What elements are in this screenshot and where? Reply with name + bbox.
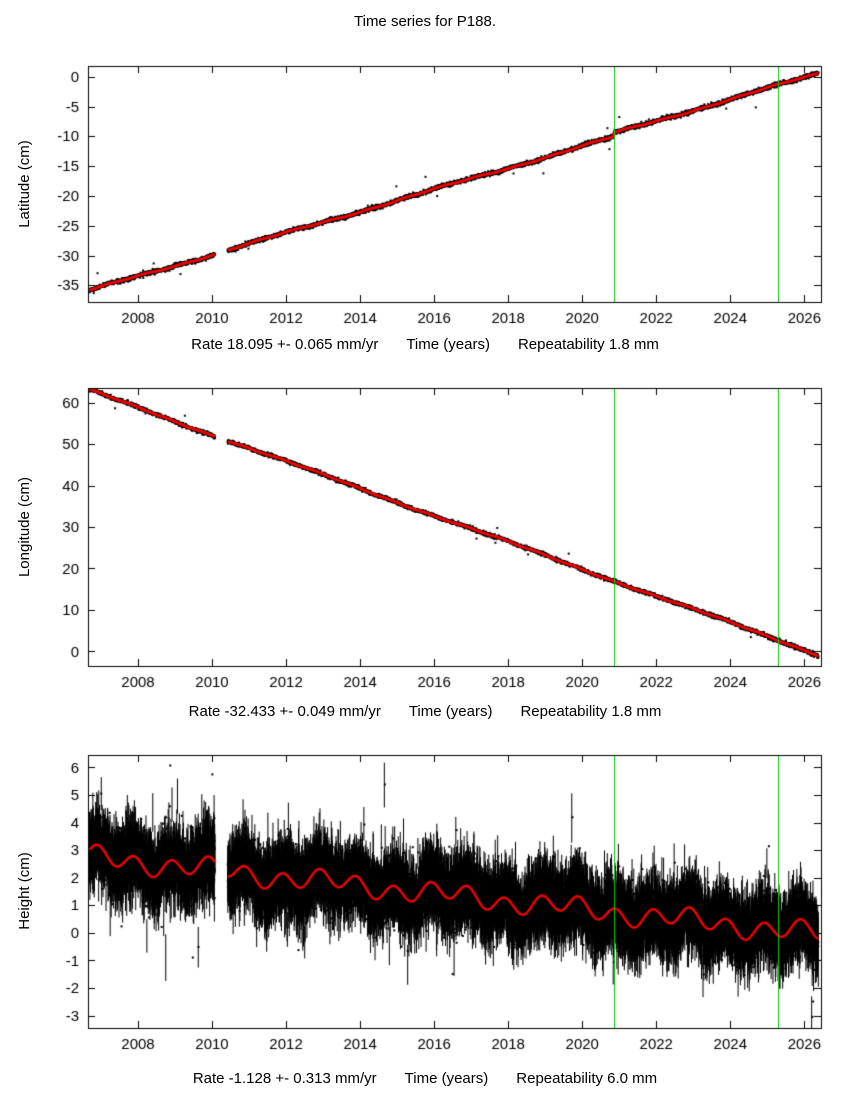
height-rate-label: Rate -1.128 +- 0.313 mm/yr xyxy=(192,1070,377,1087)
y-axis-label-height: Height (cm) xyxy=(16,852,33,930)
caption-height: Rate -1.128 +- 0.313 mm/yr Time (years) Re… xyxy=(0,1070,850,1087)
longitude-repeatability-label: Repeatability 1.8 mm xyxy=(520,703,662,720)
longitude-rate-label: Rate -32.433 +- 0.049 mm/yr xyxy=(188,703,381,720)
x-axis-label: Time (years) xyxy=(406,336,490,353)
chart-title: Time series for P188. xyxy=(354,13,496,30)
y-axis-label-longitude: Longitude (cm) xyxy=(16,476,33,578)
x-axis-label: Time (years) xyxy=(408,703,493,720)
caption-longitude: Rate -32.433 +- 0.049 mm/yr Time (years) R… xyxy=(0,703,850,720)
caption-latitude: Rate 18.095 +- 0.065 mm/yr Time (years) Re… xyxy=(0,336,850,353)
x-axis-label: Time (years) xyxy=(404,1070,489,1087)
y-axis-label-latitude: Latitude (cm) xyxy=(16,140,33,228)
latitude-repeatability-label: Repeatability 1.8 mm xyxy=(517,336,659,353)
latitude-rate-label: Rate 18.095 +- 0.065 mm/yr xyxy=(191,336,379,353)
height-repeatability-label: Repeatability 6.0 mm xyxy=(516,1070,658,1087)
